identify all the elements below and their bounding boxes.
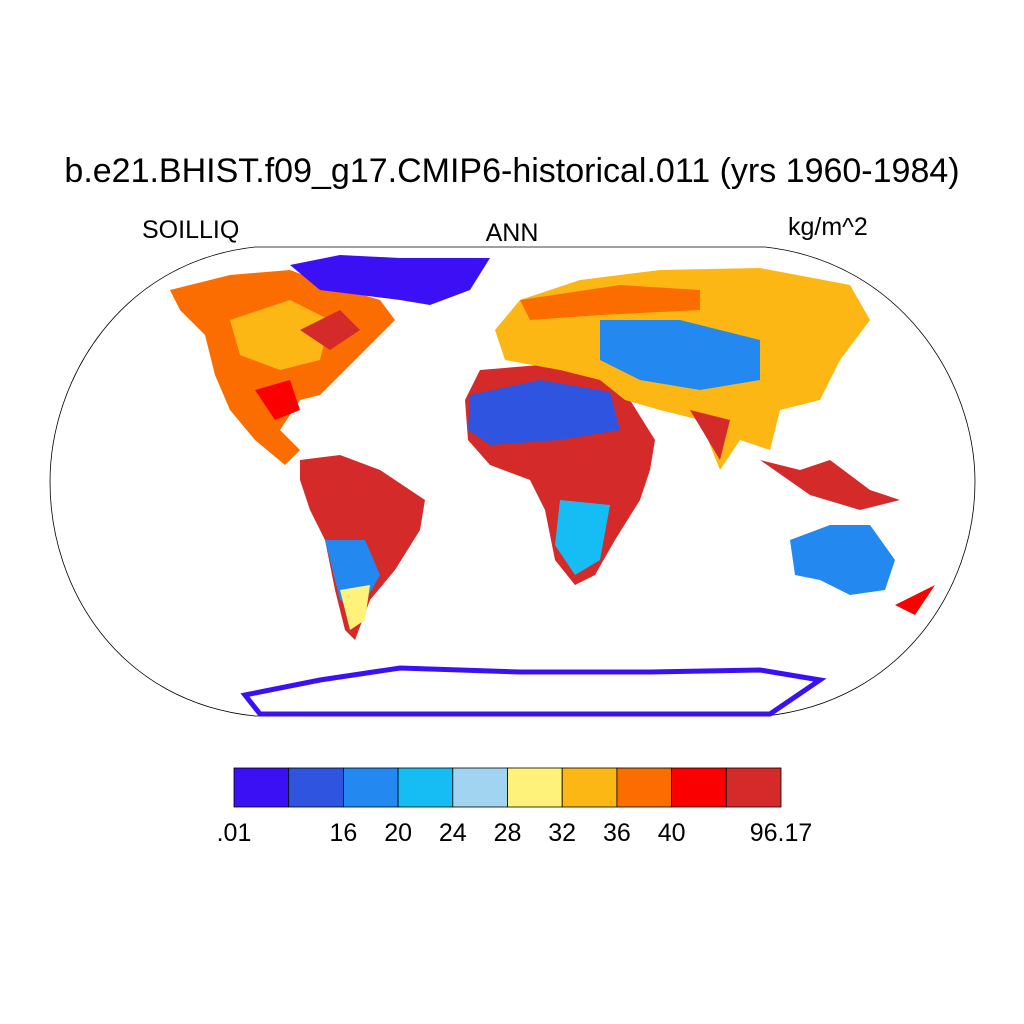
maritime-asia — [760, 460, 900, 510]
colorbar-box — [671, 767, 727, 808]
colorbar-box — [452, 767, 508, 808]
australia — [790, 525, 895, 595]
land — [520, 285, 700, 320]
land — [690, 410, 730, 460]
colorbar-label: 16 — [329, 819, 357, 847]
land — [340, 585, 370, 630]
colorbar-label: 96.17 — [750, 819, 813, 847]
colorbar: .01 16 20 24 28 32 36 40 96.17 — [217, 767, 813, 847]
colorbar-box — [288, 767, 344, 808]
colorbar-label: 20 — [384, 819, 412, 847]
colorbar-label: 24 — [439, 819, 467, 847]
units-label: kg/m^2 — [788, 213, 868, 241]
colorbar-box — [233, 767, 290, 808]
colorbar-box — [725, 767, 782, 808]
map — [49, 246, 976, 717]
colorbar-label: 32 — [548, 819, 576, 847]
colorbar-label: 40 — [658, 819, 686, 847]
land — [230, 300, 330, 370]
colorbar-label: 36 — [603, 819, 631, 847]
land — [555, 500, 610, 575]
colorbar-box — [616, 767, 673, 808]
colorbar-label: .01 — [217, 819, 252, 847]
variable-label: SOILLIQ — [142, 216, 239, 244]
arctic — [290, 255, 490, 305]
new-zealand — [895, 585, 935, 615]
land — [255, 380, 300, 420]
colorbar-box — [561, 767, 618, 808]
colorbar-label: 28 — [494, 819, 522, 847]
title: b.e21.BHIST.f09_g17.CMIP6-historical.011… — [64, 152, 959, 190]
colorbar-box — [507, 767, 563, 808]
colorbar-box — [342, 767, 399, 808]
season-label: ANN — [486, 219, 539, 247]
land — [600, 320, 760, 390]
antarctica — [240, 665, 827, 717]
colorbar-box — [397, 767, 454, 808]
land — [300, 310, 360, 350]
land — [468, 380, 620, 445]
